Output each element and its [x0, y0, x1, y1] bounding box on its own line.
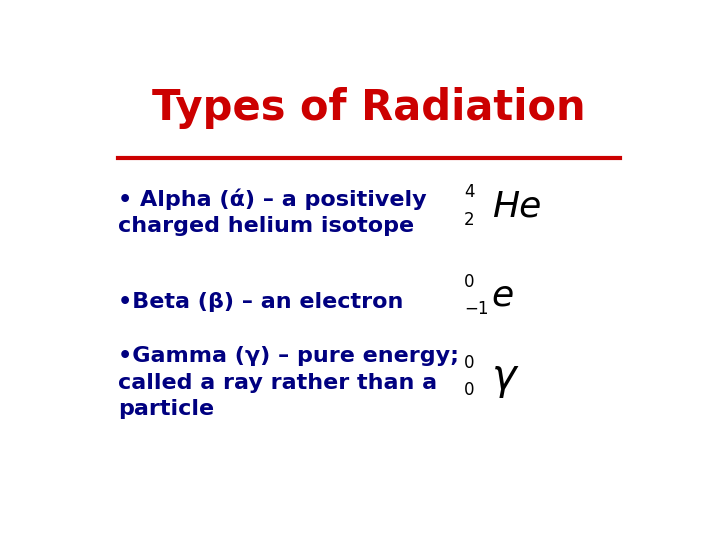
Text: •Gamma (γ) – pure energy;
called a ray rather than a
particle: •Gamma (γ) – pure energy; called a ray r…: [118, 347, 459, 419]
Text: 0: 0: [464, 354, 474, 372]
Text: 0: 0: [464, 273, 474, 291]
Text: −1: −1: [464, 300, 488, 318]
Text: He: He: [492, 189, 541, 223]
Text: • Alpha (ά) – a positively
charged helium isotope: • Alpha (ά) – a positively charged heliu…: [118, 188, 426, 237]
Text: e: e: [492, 279, 514, 313]
Text: •Beta (β) – an electron: •Beta (β) – an electron: [118, 292, 403, 312]
Text: 0: 0: [464, 381, 474, 400]
Text: γ: γ: [492, 356, 516, 397]
Text: Types of Radiation: Types of Radiation: [152, 87, 586, 130]
Text: 2: 2: [464, 211, 474, 229]
Text: 4: 4: [464, 184, 474, 201]
